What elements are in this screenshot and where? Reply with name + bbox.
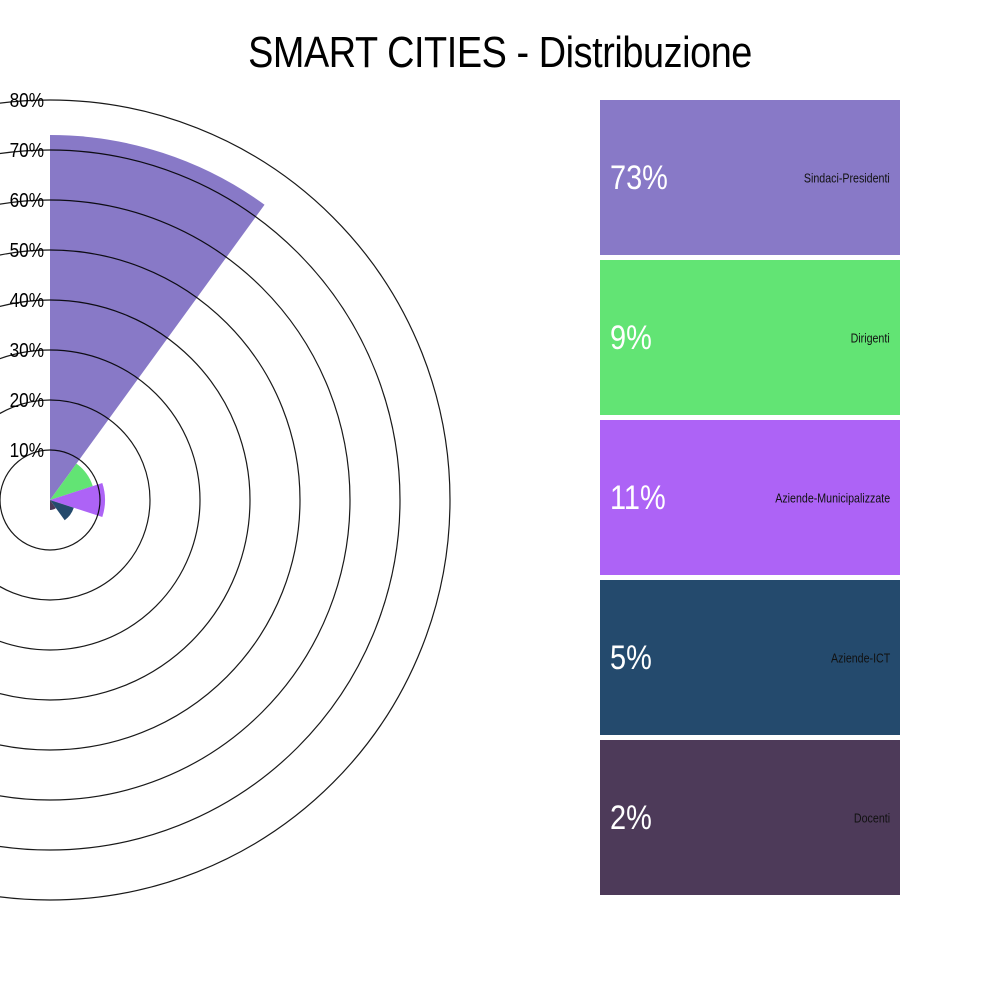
chart-title: SMART CITIES - Distribuzione — [248, 28, 752, 77]
tick-label: 70% — [10, 139, 44, 162]
legend-item-sindaci-presidenti[interactable]: 73% Sindaci-Presidenti — [600, 100, 900, 255]
grid-circle — [0, 449, 101, 551]
radial-tick-labels: 10% 20% 30% 40% 50% 60% 70% 80% — [10, 89, 44, 462]
tick-label: 20% — [10, 389, 44, 412]
legend-value: 73% — [610, 158, 668, 197]
tick-label: 40% — [10, 289, 44, 312]
tick-label: 60% — [10, 189, 44, 212]
legend-value: 5% — [610, 638, 652, 677]
legend-label: Aziende-ICT — [830, 650, 890, 665]
tick-label: 10% — [10, 439, 44, 462]
grid-circle — [0, 149, 401, 851]
grid-circle — [0, 99, 451, 901]
legend-label: Aziende-Municipalizzate — [775, 490, 890, 505]
sector-docenti[interactable] — [50, 500, 56, 510]
legend-label: Dirigenti — [850, 330, 890, 345]
legend-label: Sindaci-Presidenti — [804, 170, 890, 185]
legend-item-aziende-municipalizzate[interactable]: 11% Aziende-Municipalizzate — [600, 420, 900, 575]
sector-aziende-municipalizzate[interactable] — [50, 483, 105, 517]
tick-label: 80% — [10, 89, 44, 112]
legend: 73% Sindaci-Presidenti 9% Dirigenti 11% Azien… — [600, 100, 900, 900]
radial-grid — [0, 99, 451, 901]
sector-sindaci-presidenti[interactable] — [50, 135, 265, 500]
grid-circle — [0, 249, 301, 751]
legend-item-aziende-ict[interactable]: 5% Aziende-ICT — [600, 580, 900, 735]
legend-value: 9% — [610, 318, 652, 357]
legend-label: Docenti — [853, 810, 890, 825]
grid-circle — [0, 199, 351, 801]
grid-circle — [0, 299, 251, 701]
grid-circle — [0, 349, 201, 651]
legend-value: 2% — [610, 798, 652, 837]
grid-circle — [0, 399, 151, 601]
tick-label: 50% — [10, 239, 44, 262]
tick-label: 30% — [10, 339, 44, 362]
sectors — [50, 135, 265, 521]
sector-dirigenti[interactable] — [50, 463, 93, 500]
legend-value: 11% — [610, 478, 666, 517]
legend-item-docenti[interactable]: 2% Docenti — [600, 740, 900, 895]
legend-item-dirigenti[interactable]: 9% Dirigenti — [600, 260, 900, 415]
sector-aziende-ict[interactable] — [50, 500, 74, 521]
polar-chart: 10% 20% 30% 40% 50% 60% 70% 80% — [0, 89, 451, 901]
